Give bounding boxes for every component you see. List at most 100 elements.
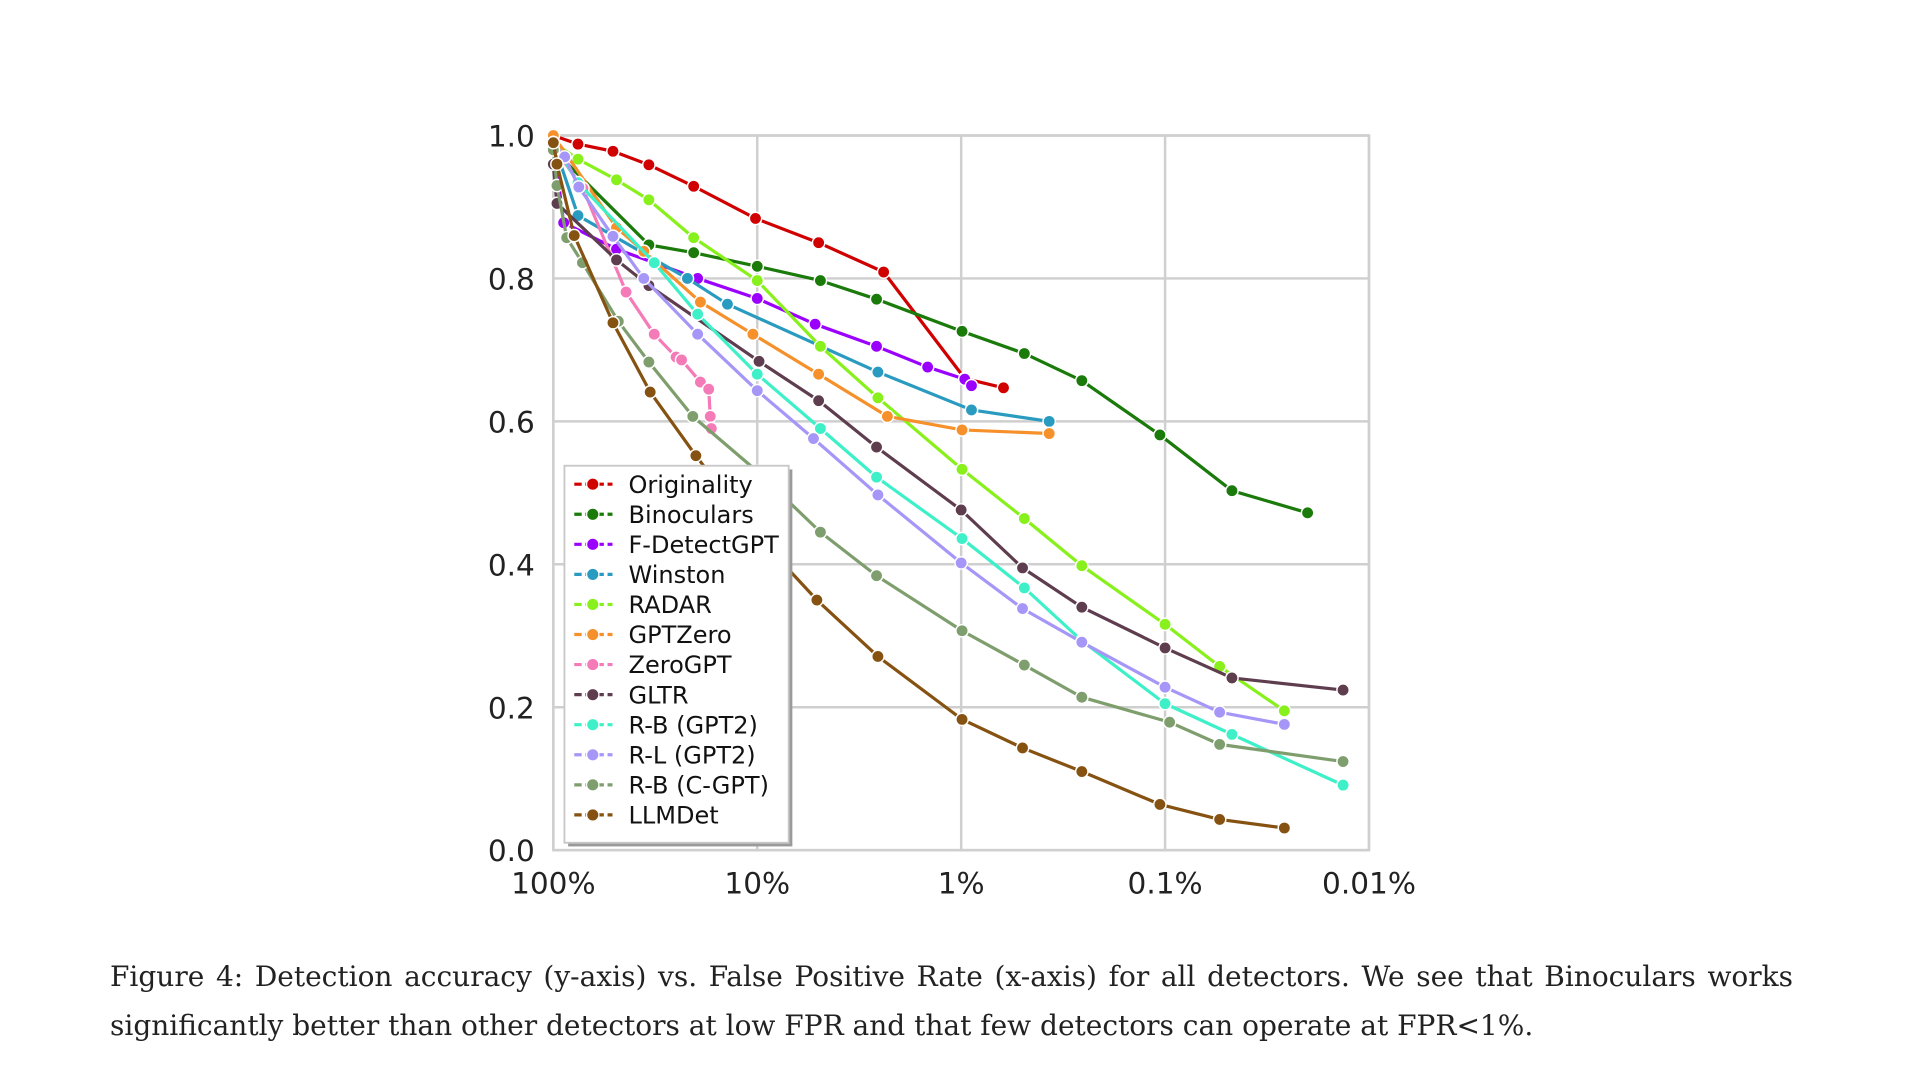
data-point bbox=[680, 271, 695, 286]
data-point bbox=[686, 245, 701, 260]
data-point bbox=[1212, 812, 1227, 827]
legend-label: RADAR bbox=[628, 591, 711, 619]
data-point bbox=[647, 255, 662, 270]
data-point bbox=[609, 252, 624, 267]
data-point bbox=[609, 172, 624, 187]
data-point bbox=[1015, 560, 1030, 575]
data-point bbox=[996, 380, 1011, 395]
data-point bbox=[869, 339, 884, 354]
data-point bbox=[806, 431, 821, 446]
data-point bbox=[693, 295, 708, 309]
legend-label: R-B (GPT2) bbox=[628, 711, 757, 739]
data-point bbox=[550, 157, 564, 172]
legend-swatch-marker bbox=[585, 717, 600, 732]
data-point bbox=[686, 179, 701, 194]
data-point bbox=[809, 593, 824, 607]
data-point bbox=[1015, 741, 1030, 755]
legend-swatch-marker bbox=[585, 537, 600, 552]
series-gltr bbox=[546, 157, 1350, 697]
legend-label: GPTZero bbox=[628, 621, 731, 649]
y-tick-label: 0.8 bbox=[488, 263, 535, 297]
data-point bbox=[750, 259, 765, 274]
legend: OriginalityBinocularsF-DetectGPTWinstonR… bbox=[563, 464, 793, 847]
data-point bbox=[1277, 717, 1292, 732]
data-point bbox=[871, 390, 885, 405]
data-point bbox=[1158, 641, 1172, 655]
data-point bbox=[955, 423, 969, 437]
data-point bbox=[1158, 680, 1172, 695]
data-point bbox=[1074, 764, 1089, 779]
data-point bbox=[1074, 558, 1089, 573]
data-point bbox=[869, 292, 884, 307]
data-point bbox=[750, 291, 765, 306]
data-point bbox=[1017, 658, 1032, 672]
legend-label: R-B (C-GPT) bbox=[628, 771, 768, 799]
x-tick-label: 10% bbox=[724, 866, 790, 900]
x-tick-label: 0.1% bbox=[1128, 866, 1203, 900]
legend-swatch-marker bbox=[585, 778, 600, 792]
data-point bbox=[964, 403, 979, 417]
figure-caption: Figure 4: Detection accuracy (y-axis) vs… bbox=[110, 960, 1793, 1042]
data-point bbox=[964, 378, 979, 393]
data-point bbox=[746, 327, 760, 342]
data-point bbox=[701, 382, 716, 397]
y-tick-label: 0.0 bbox=[488, 834, 535, 868]
data-point bbox=[1153, 428, 1167, 442]
legend-label: ZeroGPT bbox=[628, 651, 731, 679]
series-lines bbox=[546, 128, 1350, 835]
legend-label: GLTR bbox=[628, 681, 688, 709]
data-point bbox=[1212, 737, 1227, 752]
data-point bbox=[1017, 511, 1032, 526]
data-point bbox=[1074, 690, 1089, 705]
legend-label: F-DetectGPT bbox=[628, 531, 779, 559]
data-point bbox=[869, 568, 884, 583]
data-point bbox=[1158, 696, 1172, 711]
data-point bbox=[808, 317, 823, 332]
data-point bbox=[811, 367, 826, 382]
data-point bbox=[955, 531, 969, 546]
data-point bbox=[871, 365, 885, 379]
data-point bbox=[876, 265, 891, 279]
data-point bbox=[1336, 683, 1350, 697]
data-point bbox=[871, 488, 885, 502]
data-point bbox=[606, 144, 620, 159]
data-point bbox=[750, 273, 765, 288]
x-tick-label: 1% bbox=[938, 866, 985, 900]
x-tick-label: 0.01% bbox=[1322, 866, 1416, 900]
data-point bbox=[955, 623, 969, 638]
data-point bbox=[1074, 373, 1089, 388]
data-point bbox=[567, 228, 582, 243]
data-point bbox=[869, 440, 884, 454]
data-point bbox=[1336, 754, 1350, 769]
data-point bbox=[813, 273, 828, 288]
data-point bbox=[1225, 483, 1239, 498]
data-point bbox=[1225, 727, 1239, 742]
data-point bbox=[685, 409, 700, 424]
data-point bbox=[813, 525, 828, 540]
series-llmdet bbox=[546, 135, 1292, 835]
data-point bbox=[954, 503, 969, 517]
data-point bbox=[813, 421, 828, 436]
data-point bbox=[690, 327, 705, 342]
data-point bbox=[1336, 778, 1350, 793]
legend-swatch-marker bbox=[585, 597, 600, 612]
data-point bbox=[1277, 821, 1292, 835]
legend-swatch-marker bbox=[585, 808, 600, 822]
data-point bbox=[750, 367, 765, 382]
data-point bbox=[811, 393, 826, 408]
data-point bbox=[750, 383, 765, 398]
legend-label: LLMDet bbox=[628, 802, 718, 830]
y-tick-label: 0.4 bbox=[488, 548, 535, 582]
legend-swatch-marker bbox=[585, 477, 600, 491]
data-point bbox=[686, 230, 701, 245]
legend-label: Winston bbox=[628, 561, 725, 589]
data-point bbox=[955, 712, 969, 727]
y-tick-label: 0.6 bbox=[488, 405, 535, 439]
data-point bbox=[647, 327, 662, 342]
data-point bbox=[641, 157, 656, 172]
data-point bbox=[880, 409, 895, 424]
data-point bbox=[643, 385, 658, 399]
plot-frame bbox=[552, 134, 1371, 852]
legend-swatch-marker bbox=[585, 657, 600, 672]
